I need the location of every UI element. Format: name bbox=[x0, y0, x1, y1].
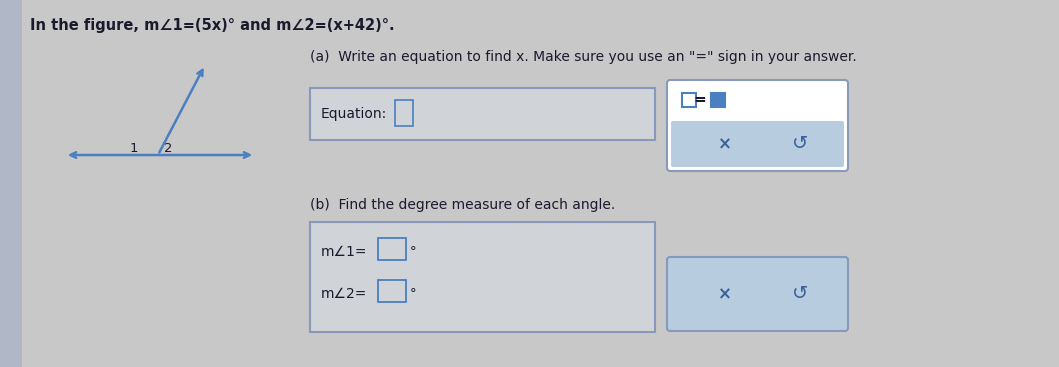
FancyBboxPatch shape bbox=[378, 280, 406, 302]
Text: m∠2=: m∠2= bbox=[321, 287, 367, 301]
FancyBboxPatch shape bbox=[667, 257, 848, 331]
Text: (a)  Write an equation to find x. Make sure you use an "=" sign in your answer.: (a) Write an equation to find x. Make su… bbox=[310, 50, 857, 64]
FancyBboxPatch shape bbox=[711, 93, 725, 107]
Text: m∠1=: m∠1= bbox=[321, 245, 367, 259]
Text: (b)  Find the degree measure of each angle.: (b) Find the degree measure of each angl… bbox=[310, 198, 615, 212]
FancyBboxPatch shape bbox=[310, 222, 656, 332]
FancyBboxPatch shape bbox=[310, 88, 656, 140]
Text: ×: × bbox=[718, 285, 732, 303]
FancyBboxPatch shape bbox=[671, 121, 844, 167]
Text: ↺: ↺ bbox=[792, 134, 808, 153]
Text: In the figure, m∠1=(5x)° and m∠2=(x+42)°.: In the figure, m∠1=(5x)° and m∠2=(x+42)°… bbox=[30, 18, 395, 33]
FancyBboxPatch shape bbox=[682, 93, 696, 107]
Text: 1: 1 bbox=[130, 142, 139, 155]
Text: ↺: ↺ bbox=[792, 284, 808, 304]
Text: Equation:: Equation: bbox=[321, 107, 388, 121]
FancyBboxPatch shape bbox=[378, 238, 406, 260]
Text: °: ° bbox=[410, 246, 416, 258]
FancyBboxPatch shape bbox=[0, 0, 22, 367]
Text: 2: 2 bbox=[164, 142, 173, 155]
Text: °: ° bbox=[410, 287, 416, 301]
Text: =: = bbox=[694, 92, 706, 108]
FancyBboxPatch shape bbox=[395, 100, 413, 126]
Text: ×: × bbox=[718, 135, 732, 153]
FancyBboxPatch shape bbox=[667, 80, 848, 171]
